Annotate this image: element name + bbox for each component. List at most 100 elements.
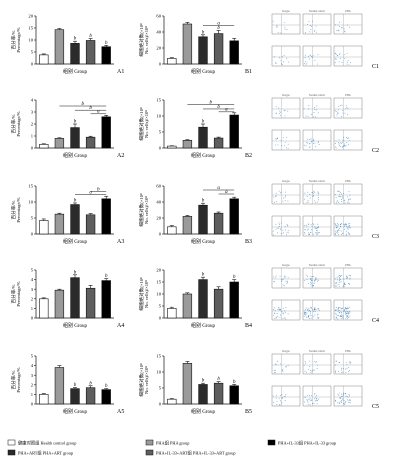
flow-event-dot bbox=[286, 224, 288, 226]
flow-event-dot bbox=[283, 54, 285, 56]
flow-event-dot bbox=[287, 230, 289, 232]
y-tick-label: 5 bbox=[31, 50, 34, 55]
y-tick-label: 5 bbox=[159, 304, 162, 309]
flow-event-dot bbox=[335, 234, 337, 235]
flow-event-dot bbox=[346, 277, 348, 279]
flow-event-dot bbox=[347, 107, 349, 109]
y-tick-label: 5 bbox=[159, 386, 162, 391]
y-tick-label: 20 bbox=[156, 216, 161, 221]
flow-plot-frame bbox=[302, 45, 332, 67]
flow-event-dot bbox=[281, 402, 283, 404]
flow-event-dot bbox=[317, 192, 319, 194]
flow-event-dot bbox=[338, 308, 340, 310]
legend-item-pha-art: PHA+ART组 PHA+ART group bbox=[7, 450, 73, 456]
y-tick-label: 15 bbox=[156, 98, 161, 103]
flow-column-header: Isotype bbox=[282, 350, 290, 353]
flow-plot-frame bbox=[271, 353, 301, 375]
flow-event-dot bbox=[335, 24, 337, 26]
flow-event-dot bbox=[337, 55, 339, 57]
flow-event-dot bbox=[340, 198, 342, 200]
flow-event-dot bbox=[345, 313, 346, 315]
y-tick-label: 15 bbox=[156, 354, 161, 359]
flow-event-dot bbox=[345, 234, 347, 236]
y-tick-label: 3 bbox=[31, 287, 34, 292]
flow-event-dot bbox=[285, 229, 286, 231]
legend-swatch-healthy bbox=[7, 439, 16, 446]
flow-event-dot bbox=[314, 59, 316, 61]
flow-event-dot bbox=[346, 315, 348, 317]
flow-event-dot bbox=[313, 311, 314, 313]
flow-event-dot bbox=[284, 141, 286, 143]
flow-event-dot bbox=[310, 29, 312, 31]
flow-event-dot bbox=[313, 190, 315, 192]
flow-event-dot bbox=[341, 400, 343, 402]
flow-event-dot bbox=[338, 285, 340, 287]
x-axis-label: 组别 Group bbox=[191, 322, 216, 329]
flow-event-dot bbox=[345, 310, 347, 312]
flow-event-dot bbox=[304, 32, 306, 34]
flow-event-dot bbox=[335, 58, 337, 60]
flow-event-dot bbox=[278, 307, 280, 309]
flow-event-dot bbox=[304, 310, 306, 312]
bar bbox=[182, 216, 193, 235]
flow-event-dot bbox=[305, 371, 307, 373]
flow-event-dot bbox=[346, 307, 348, 309]
flow-event-dot bbox=[284, 399, 286, 401]
legend-item-pha-il33: PHA+IL-33组 PHA+IL-33 group bbox=[267, 440, 336, 446]
flow-event-dot bbox=[337, 307, 339, 309]
flow-event-dot bbox=[272, 230, 274, 232]
flow-event-dot bbox=[287, 200, 289, 202]
bracket-label: b bbox=[210, 100, 213, 105]
flow-event-dot bbox=[304, 192, 306, 194]
flow-event-dot bbox=[346, 363, 348, 365]
flow-plot-frame bbox=[302, 13, 332, 35]
flow-event-dot bbox=[336, 284, 338, 286]
flow-event-dot bbox=[344, 143, 346, 145]
flow-event-dot bbox=[309, 309, 311, 311]
flow-event-dot bbox=[349, 361, 351, 363]
legend-item-pha: PHA组 PHA group bbox=[145, 440, 189, 446]
flow-event-dot bbox=[337, 231, 338, 233]
flow-event-dot bbox=[335, 147, 337, 149]
bar bbox=[101, 46, 111, 65]
flow-event-dot bbox=[287, 61, 289, 63]
flow-event-dot bbox=[340, 307, 342, 309]
flow-event-dot bbox=[349, 362, 351, 364]
flow-event-dot bbox=[317, 308, 319, 310]
flow-plot-frame bbox=[271, 267, 301, 289]
flow-event-dot bbox=[343, 400, 345, 402]
bar bbox=[70, 127, 80, 149]
flow-event-dot bbox=[282, 370, 284, 372]
flow-event-dot bbox=[280, 32, 282, 34]
flow-event-dot bbox=[315, 116, 317, 118]
flow-event-dot bbox=[313, 138, 314, 140]
flow-event-dot bbox=[317, 201, 319, 203]
flow-event-dot bbox=[279, 224, 280, 226]
flow-event-dot bbox=[346, 278, 348, 280]
flow-event-dot bbox=[309, 233, 310, 235]
flow-event-dot bbox=[284, 226, 286, 227]
flow-event-dot bbox=[344, 284, 346, 285]
y-axis-label-cn: 百分率/% bbox=[10, 30, 17, 49]
flow-event-dot bbox=[318, 226, 319, 228]
flow-event-dot bbox=[341, 275, 343, 277]
flow-event-dot bbox=[334, 62, 336, 64]
flow-event-dot bbox=[335, 202, 337, 204]
flow-event-dot bbox=[341, 104, 343, 106]
flow-event-dot bbox=[284, 317, 286, 319]
flow-event-dot bbox=[338, 29, 339, 31]
flow-event-dot bbox=[314, 314, 316, 316]
flow-event-dot bbox=[311, 399, 313, 401]
flow-event-dot bbox=[348, 400, 350, 401]
flow-event-dot bbox=[347, 306, 349, 308]
flow-event-dot bbox=[277, 227, 279, 229]
flow-event-dot bbox=[308, 365, 310, 367]
flow-event-dot bbox=[306, 62, 308, 64]
flow-event-dot bbox=[343, 28, 345, 30]
bar bbox=[70, 43, 80, 65]
legend: 健康对照组 Health control group PHA组 PHA grou… bbox=[7, 439, 336, 456]
flow-event-dot bbox=[343, 311, 345, 313]
flow-event-dot bbox=[281, 394, 283, 396]
flow-event-dot bbox=[313, 282, 315, 284]
